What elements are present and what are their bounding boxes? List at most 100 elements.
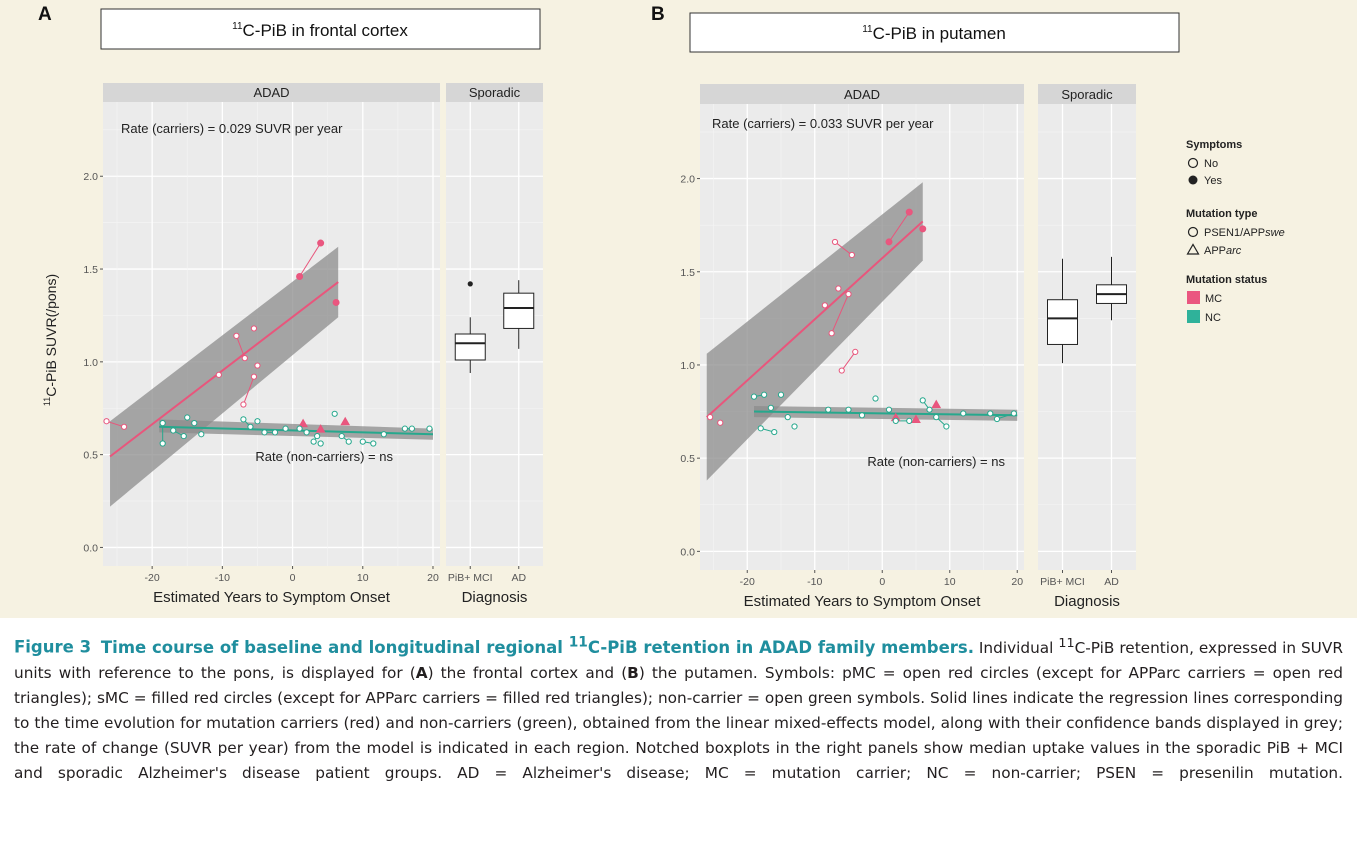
legend-symptoms-no: No <box>1204 158 1218 170</box>
panel-a-y-tick-label: 1.5 <box>83 264 98 276</box>
panel-b-y-tick-label: 1.0 <box>680 360 695 372</box>
panel-a-nc-point <box>345 438 352 445</box>
panel-b-nc-point <box>993 415 1001 423</box>
panel-b-sporadic-xlabel: Diagnosis <box>1054 593 1120 610</box>
panel-b-nc-point <box>784 414 791 421</box>
panel-b-mc-point <box>919 225 927 233</box>
legend-circle-shape-icon <box>1187 226 1199 238</box>
panel-b-nc-point <box>892 417 899 424</box>
panel-b-box-x-tick-label: PiB+ MCI <box>1040 576 1085 588</box>
panel-a-nc-point <box>338 432 345 440</box>
panel-b-box-iqr <box>1047 299 1078 345</box>
panel-b-y-tick-label: 0.5 <box>680 453 695 465</box>
panel-b-mc-point <box>707 414 714 421</box>
panel-a-box-iqr <box>454 333 486 361</box>
panel-a-adad-xlabel: Estimated Years to Symptom Onset <box>153 589 391 606</box>
panel-a-mc-point <box>215 371 222 378</box>
panel-b-mc-point <box>831 238 839 246</box>
legend-mutation-type-psen1: PSEN1/APPswe <box>1204 227 1285 239</box>
legend-nc-swatch <box>1187 310 1200 323</box>
caption-text: Figure 3 Time course of baseline and lon… <box>14 630 1343 786</box>
panel-a-mc-longitudinal-link <box>242 376 255 405</box>
panel-a-sporadic-strip-label: Sporadic <box>469 85 521 100</box>
panel-a-y-tick-label: 2.0 <box>83 171 98 183</box>
panel-b-mc-point <box>905 208 913 216</box>
panel-a-nc-point <box>271 429 279 436</box>
panel-a-nc-point <box>331 410 338 417</box>
panel-a-mc-point <box>298 418 308 428</box>
panel-a-nc-point <box>303 429 310 436</box>
panel-b-x-tick-label: 20 <box>1011 576 1023 588</box>
panel-a-x-tick-label: 20 <box>427 572 439 584</box>
panel-a-title-box <box>100 8 541 50</box>
panel-a-mc-confidence-band <box>110 246 339 507</box>
panel-a-mc-point <box>120 423 128 430</box>
legend-open-circle-icon <box>1187 157 1199 169</box>
panel-b-nc-point <box>926 406 933 413</box>
figure-caption: Figure 3 Time course of baseline and lon… <box>0 618 1357 841</box>
panel-b-nc-point <box>791 423 798 430</box>
panel-b-mc-point <box>885 238 893 246</box>
panel-a-mc-point <box>240 401 247 408</box>
panel-a-nc-point <box>426 425 433 432</box>
panel-a-nc-point <box>184 414 191 421</box>
panel-b-nc-point <box>943 423 950 430</box>
panel-b-mc-point <box>838 367 845 374</box>
panel-a-box-outlier <box>467 281 473 287</box>
panel-b-y-tick-label: 1.5 <box>680 267 695 279</box>
panel-a-ylabel: 11C-PiB SUVR(/pons) <box>42 274 59 406</box>
panel-a-nc-regression-line <box>159 425 434 436</box>
panel-a-nc-point <box>370 440 377 447</box>
panel-b-mc-longitudinal-link <box>888 211 910 243</box>
panel-a-nc-point <box>198 431 205 438</box>
panel-b-mc-point <box>911 414 921 424</box>
panel-b-nc-point <box>885 406 893 413</box>
panel-a-sporadic-xlabel: Diagnosis <box>462 589 528 606</box>
panel-b-mc-longitudinal-link <box>831 293 849 334</box>
panel-b-mc-point <box>848 251 855 259</box>
legend-triangle-shape-icon <box>1186 243 1200 255</box>
panel-b-mc-confidence-band <box>706 182 923 481</box>
panel-b-adad-strip-label: ADAD <box>844 87 880 102</box>
legend-mutation-type-title: Mutation type <box>1186 208 1258 220</box>
panel-a-nc-point <box>310 438 317 445</box>
panel-a-y-tick-label: 0.0 <box>83 542 98 554</box>
caption-title: Time course of baseline and longitudinal… <box>100 634 974 657</box>
panel-a-nc-point <box>261 429 268 436</box>
panel-b-adad-xlabel: Estimated Years to Symptom Onset <box>744 593 982 610</box>
panel-a-nc-point <box>408 425 416 432</box>
panel-a-nc-point <box>380 431 387 438</box>
legend-mutation-type-apparc: APParc <box>1204 245 1242 257</box>
panel-b-mc-point <box>845 291 852 298</box>
panel-a-nc-point <box>159 419 166 427</box>
panel-a-mc-point <box>233 332 240 339</box>
legend-symptoms-title: Symptoms <box>1186 139 1242 151</box>
panel-b-sporadic-strip-label: Sporadic <box>1061 87 1113 102</box>
panel-b-x-tick-label: -10 <box>807 576 822 588</box>
panel-a-adad-strip-label: ADAD <box>253 85 289 100</box>
panel-a-y-tick-label: 1.0 <box>83 357 98 369</box>
panel-a-mc-point <box>250 325 258 332</box>
panel-a-mc-point <box>250 373 258 380</box>
panel-a-mc-point <box>332 298 340 306</box>
panel-a-x-tick-label: 10 <box>357 572 369 584</box>
panel-a-adad-facet: ADAD Rate (carriers) = 0.029 SUVR per ye… <box>83 83 440 606</box>
legend-filled-circle-icon <box>1188 175 1198 185</box>
panel-a-mc-longitudinal-link <box>299 242 322 277</box>
panel-a-nc-point <box>254 418 261 425</box>
figure-area: A 11C-PiB in frontal cortex 11C-PiB SUVR… <box>0 0 1357 618</box>
panel-b-label: B <box>651 4 665 25</box>
panel-a-nc-point <box>180 432 187 440</box>
panel-b-x-tick-label: -20 <box>740 576 755 588</box>
panel-a-x-tick-label: -20 <box>145 572 160 584</box>
panel-b-sporadic-strip <box>1038 84 1136 104</box>
panel-a-mc-point <box>254 362 261 369</box>
panel-b-x-tick-label: 10 <box>944 576 956 588</box>
panel-a-adad-strip <box>103 83 440 102</box>
panel-a-mc-point <box>241 355 248 362</box>
panel-b-nc-point <box>761 391 768 398</box>
panel-a-x-tick-label: 0 <box>290 572 296 584</box>
panel-a-mc-regression-line <box>109 281 339 458</box>
panel-a-mc-point <box>296 272 304 280</box>
panel-a-nc-point <box>296 425 303 432</box>
